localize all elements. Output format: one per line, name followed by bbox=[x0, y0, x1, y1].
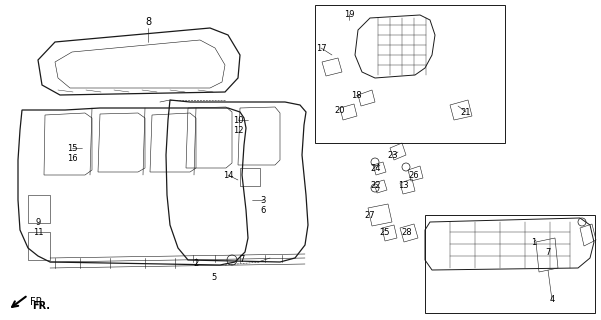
Text: 17: 17 bbox=[316, 44, 326, 52]
Text: 12: 12 bbox=[233, 125, 243, 134]
Text: 23: 23 bbox=[388, 150, 398, 159]
Text: 7: 7 bbox=[239, 255, 245, 265]
Text: 21: 21 bbox=[461, 108, 471, 116]
Bar bbox=[315, 5, 505, 143]
Text: 15: 15 bbox=[67, 143, 78, 153]
Text: 27: 27 bbox=[365, 211, 375, 220]
Text: 7: 7 bbox=[545, 247, 551, 257]
Bar bbox=[28, 232, 50, 260]
Text: 20: 20 bbox=[335, 106, 345, 115]
Text: 16: 16 bbox=[67, 154, 78, 163]
Text: FR.: FR. bbox=[32, 301, 50, 311]
Text: 26: 26 bbox=[409, 171, 419, 180]
Text: FR.: FR. bbox=[31, 297, 46, 307]
Text: 9: 9 bbox=[35, 218, 41, 227]
Text: 11: 11 bbox=[32, 228, 43, 236]
Text: 25: 25 bbox=[380, 228, 390, 236]
Text: 2: 2 bbox=[194, 260, 198, 268]
Text: 8: 8 bbox=[145, 17, 151, 27]
Text: 19: 19 bbox=[344, 10, 354, 19]
Text: 14: 14 bbox=[223, 171, 233, 180]
Text: 22: 22 bbox=[371, 180, 381, 189]
Text: 4: 4 bbox=[549, 295, 555, 305]
Text: 18: 18 bbox=[351, 91, 361, 100]
Text: 3: 3 bbox=[260, 196, 266, 204]
Text: 10: 10 bbox=[233, 116, 243, 124]
Text: 5: 5 bbox=[212, 274, 216, 283]
Text: 28: 28 bbox=[401, 228, 412, 236]
Text: 24: 24 bbox=[371, 164, 381, 172]
Bar bbox=[28, 195, 50, 223]
Text: 1: 1 bbox=[531, 237, 537, 246]
Bar bbox=[425, 215, 595, 313]
Text: 13: 13 bbox=[398, 180, 408, 189]
Text: 6: 6 bbox=[260, 205, 266, 214]
Bar bbox=[240, 168, 260, 186]
